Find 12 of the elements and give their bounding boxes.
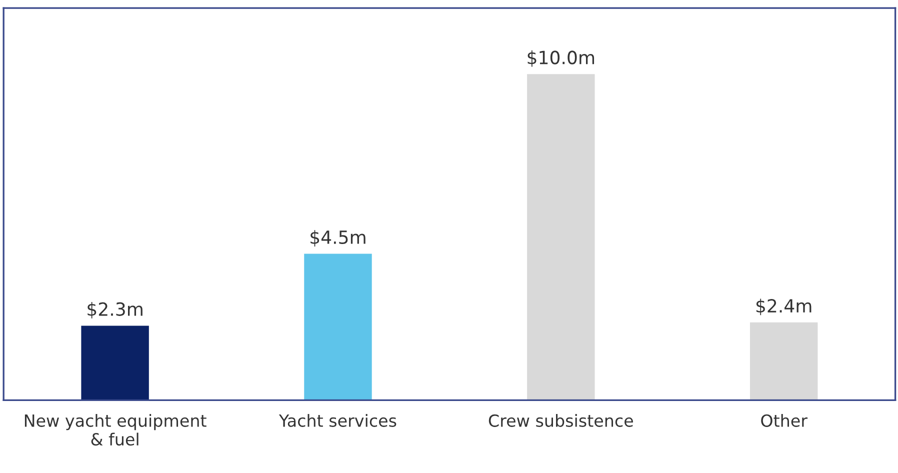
bar <box>748 321 820 400</box>
bar <box>302 252 374 400</box>
x-tick-label: Yacht services <box>278 414 396 427</box>
bar <box>526 72 596 400</box>
data-label: $10.0m <box>528 50 594 67</box>
data-label: $2.3m <box>88 302 142 318</box>
x-tick-label: Crew subsistence <box>488 414 633 427</box>
bar <box>80 324 150 400</box>
data-label: $4.5m <box>310 230 366 246</box>
x-tick-label: Other <box>761 414 808 427</box>
data-label: $2.4m <box>756 298 812 316</box>
x-tick-label: New yacht equipment & fuel <box>24 414 206 446</box>
